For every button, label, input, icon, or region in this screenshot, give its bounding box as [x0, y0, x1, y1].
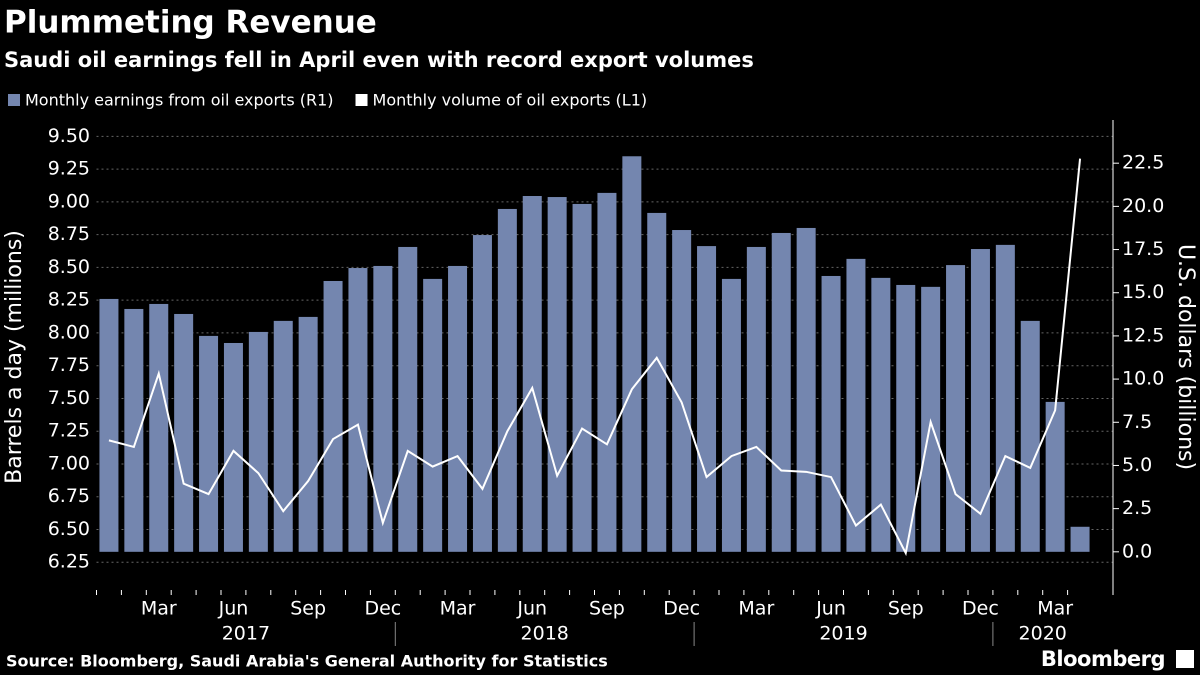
bar: [522, 196, 542, 552]
bar: [796, 227, 816, 552]
y2-tick-label: 22.5: [1122, 152, 1164, 174]
x-tick-label: Jun: [815, 598, 846, 620]
bar: [497, 208, 517, 552]
y-tick-label: 8.75: [48, 223, 90, 245]
year-label: 2019: [819, 623, 867, 645]
bar: [149, 303, 169, 552]
y2-tick-label: 10.0: [1122, 368, 1164, 390]
bar: [472, 235, 492, 552]
y-tick-label: 9.00: [48, 190, 90, 212]
x-tick-label: Dec: [962, 598, 999, 620]
bar: [1020, 320, 1040, 552]
chart-subtitle: Saudi oil earnings fell in April even wi…: [4, 48, 754, 72]
legend-swatch: [355, 94, 368, 106]
bar: [672, 230, 692, 552]
source: Source: Bloomberg, Saudi Arabia's Genera…: [6, 652, 608, 671]
line: [108, 158, 1082, 557]
x-tick-label: Jun: [516, 598, 547, 620]
y-tick-label: 9.50: [48, 125, 90, 147]
y-tick-label: 9.25: [48, 158, 90, 180]
bar: [995, 244, 1015, 552]
bar: [697, 246, 717, 552]
y-tick-label: 7.25: [48, 420, 90, 442]
bar: [223, 342, 243, 552]
bar: [572, 203, 592, 552]
y2-tick-label: 20.0: [1122, 195, 1164, 217]
bar: [323, 280, 343, 552]
year-label: 2017: [222, 623, 270, 645]
bar: [273, 320, 293, 552]
y-tick-label: 8.00: [48, 321, 90, 343]
legend-label: Monthly volume of oil exports (L1): [373, 91, 648, 110]
bar: [448, 265, 468, 552]
year-label: 2018: [521, 623, 569, 645]
y2-tick-label: 5.0: [1122, 454, 1152, 476]
bar: [248, 331, 268, 552]
bar: [896, 284, 916, 552]
bar: [946, 265, 966, 552]
y2-axis-title: U.S. dollars (billions): [1173, 244, 1198, 470]
y2-tick-label: 17.5: [1122, 238, 1164, 260]
year-label: 2020: [1019, 623, 1067, 645]
y-tick-label: 7.50: [48, 387, 90, 409]
bar: [771, 232, 791, 552]
bar: [622, 156, 642, 552]
bar: [298, 316, 318, 552]
y2-tick-label: 12.5: [1122, 324, 1164, 346]
y-tick-label: 6.25: [48, 551, 90, 573]
y-tick-label: 6.75: [48, 485, 90, 507]
bar: [423, 278, 443, 552]
bar: [846, 258, 866, 552]
bar: [1045, 401, 1065, 552]
y2-tick-label: 15.0: [1122, 281, 1164, 303]
bar: [721, 278, 741, 552]
x-tick-label: Dec: [663, 598, 700, 620]
y-tick-label: 7.75: [48, 354, 90, 376]
y2-tick-label: 2.5: [1122, 497, 1152, 519]
x-tick-label: Mar: [738, 598, 774, 620]
x-tick-label: Sep: [589, 598, 625, 620]
x-tick-label: Sep: [290, 598, 326, 620]
y2-tick-label: 7.5: [1122, 411, 1152, 433]
y-axis-title: Barrels a day (millions): [2, 230, 27, 484]
brand-icon: [1176, 650, 1194, 668]
bar: [597, 192, 617, 552]
bar: [373, 265, 393, 552]
brand: Bloomberg: [1041, 647, 1165, 671]
bar: [199, 335, 219, 552]
x-tick-label: Sep: [888, 598, 924, 620]
x-tick-label: Dec: [364, 598, 401, 620]
bar: [970, 249, 990, 552]
bar: [871, 277, 891, 552]
x-tick-label: Mar: [1037, 598, 1073, 620]
bar: [348, 268, 368, 552]
bar: [547, 197, 567, 552]
bar: [746, 246, 766, 552]
y-tick-label: 8.50: [48, 256, 90, 278]
y-tick-label: 6.50: [48, 518, 90, 540]
bar: [647, 212, 667, 552]
y-tick-label: 8.25: [48, 289, 90, 311]
bar: [174, 313, 194, 552]
y2-tick-label: 0.0: [1122, 540, 1152, 562]
chart-title: Plummeting Revenue: [4, 5, 377, 41]
legend-label: Monthly earnings from oil exports (R1): [25, 91, 334, 110]
bar: [821, 275, 841, 552]
bar: [398, 246, 418, 552]
bar: [1070, 526, 1090, 552]
x-tick-label: Mar: [141, 598, 177, 620]
x-tick-label: Mar: [440, 598, 476, 620]
y-tick-label: 7.00: [48, 452, 90, 474]
x-tick-label: Jun: [218, 598, 249, 620]
legend-swatch: [8, 94, 20, 106]
bar: [99, 298, 119, 552]
bar: [124, 308, 144, 552]
